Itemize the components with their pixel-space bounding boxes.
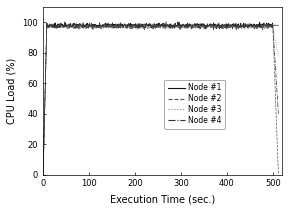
Node #3 bbox=[45, 41, 48, 44]
Node #2 bbox=[69, 26, 73, 28]
Node #2 bbox=[277, 173, 280, 176]
Node #1 bbox=[41, 173, 45, 176]
Node #3 bbox=[69, 27, 73, 29]
Node #4 bbox=[99, 24, 103, 27]
Node #4 bbox=[63, 20, 67, 22]
Node #3 bbox=[277, 54, 280, 56]
Node #4 bbox=[277, 112, 280, 115]
Line: Node #4: Node #4 bbox=[43, 21, 278, 175]
Node #1 bbox=[164, 20, 168, 23]
Node #2 bbox=[45, 41, 48, 43]
Node #1 bbox=[99, 25, 102, 27]
Node #1 bbox=[135, 24, 139, 26]
Node #2 bbox=[185, 26, 188, 28]
Node #2 bbox=[135, 23, 139, 26]
Line: Node #1: Node #1 bbox=[43, 22, 278, 175]
Node #1 bbox=[45, 40, 48, 42]
Node #2 bbox=[41, 173, 45, 176]
X-axis label: Execution Time (sec.): Execution Time (sec.) bbox=[110, 194, 215, 204]
Node #4 bbox=[45, 40, 48, 43]
Node #3 bbox=[99, 25, 102, 28]
Node #1 bbox=[69, 24, 73, 27]
Node #4 bbox=[70, 25, 73, 28]
Node #4 bbox=[185, 24, 188, 27]
Node #1 bbox=[277, 24, 280, 27]
Node #3 bbox=[277, 54, 280, 57]
Y-axis label: CPU Load (%): CPU Load (%) bbox=[7, 58, 17, 124]
Node #2 bbox=[99, 24, 102, 27]
Node #3 bbox=[184, 25, 188, 27]
Line: Node #2: Node #2 bbox=[43, 24, 278, 175]
Node #3 bbox=[41, 173, 45, 176]
Node #4 bbox=[136, 26, 139, 29]
Legend: Node #1, Node #2, Node #3, Node #4: Node #1, Node #2, Node #3, Node #4 bbox=[164, 80, 225, 129]
Node #4 bbox=[277, 110, 280, 113]
Node #1 bbox=[277, 24, 280, 27]
Node #3 bbox=[135, 27, 139, 29]
Node #2 bbox=[277, 170, 280, 172]
Node #3 bbox=[190, 22, 193, 25]
Node #2 bbox=[158, 22, 161, 25]
Line: Node #3: Node #3 bbox=[43, 24, 278, 175]
Node #4 bbox=[41, 173, 45, 176]
Node #1 bbox=[185, 23, 188, 26]
